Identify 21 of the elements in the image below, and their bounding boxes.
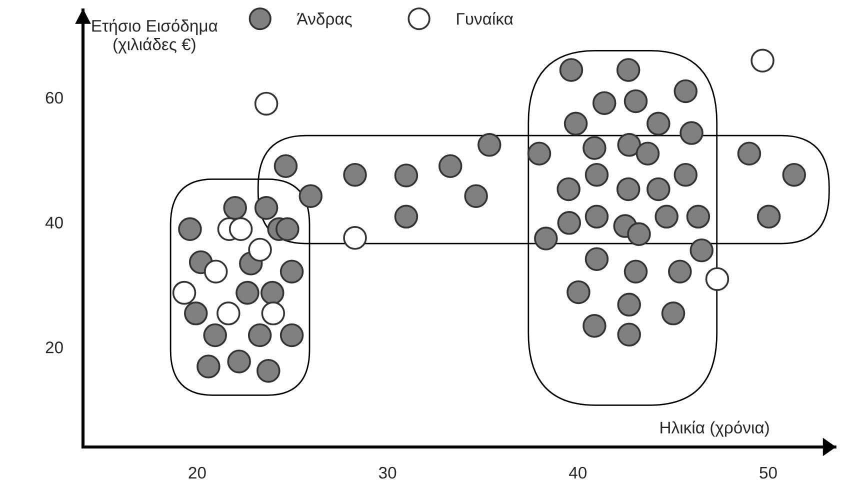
point (343, 226, 367, 250)
x-axis-title: Ηλικία (χρόνια) (660, 420, 769, 437)
legend-label: Γυναίκα (457, 12, 513, 25)
x-tick-label: 30 (378, 466, 396, 479)
point (254, 92, 278, 116)
point (216, 302, 240, 326)
point (228, 217, 253, 242)
y-axis-title: Ετήσιο Εισόδημα (χιλιάδες €) (92, 19, 218, 54)
legend-label: Άνδρας (296, 12, 352, 28)
y-tick-label: 20 (46, 342, 63, 354)
y-tick-label: 40 (45, 216, 63, 228)
point (204, 260, 228, 284)
point (705, 267, 730, 291)
point (172, 280, 196, 305)
point (248, 238, 272, 262)
y-tick-label: 60 (46, 92, 63, 104)
x-tick-label: 20 (188, 466, 206, 479)
point (750, 48, 774, 73)
point (261, 302, 286, 326)
x-tick-label: 50 (760, 466, 777, 479)
x-tick-label: 40 (569, 466, 587, 479)
